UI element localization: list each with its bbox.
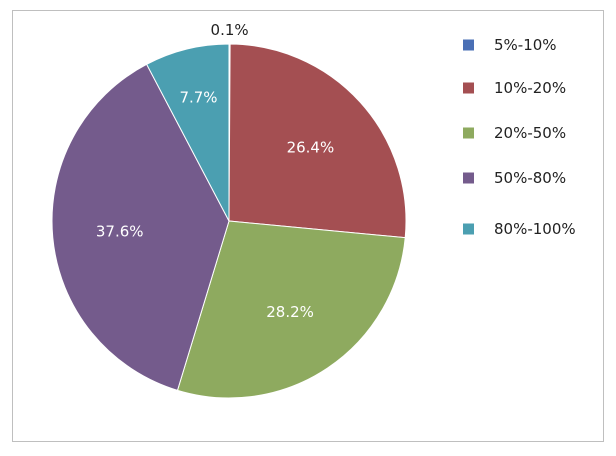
- data-label-20pct-50pct: 28.2%: [266, 303, 314, 321]
- data-label-50pct-80pct: 37.6%: [96, 222, 144, 240]
- legend: 5%-10% 10%-20% 20%-50% 50%-80% 80%-100%: [463, 36, 576, 238]
- data-label-10pct-20pct: 26.4%: [287, 138, 335, 156]
- pie-slice-50pct-80pct: [51, 63, 230, 391]
- legend-label-80pct-100pct: 80%-100%: [494, 220, 576, 238]
- legend-label-50pct-80pct: 50%-80%: [494, 169, 566, 187]
- legend-swatch-5pct-10pct: [463, 39, 474, 51]
- legend-label-5pct-10pct: 5%-10%: [494, 36, 557, 54]
- legend-swatch-80pct-100pct: [463, 223, 474, 235]
- data-label-5pct-10pct: 0.1%: [211, 21, 249, 39]
- legend-label-20pct-50pct: 20%-50%: [494, 124, 566, 142]
- pie-slices: [51, 43, 407, 399]
- legend-swatch-20pct-50pct: [463, 127, 474, 139]
- pie-labels: 0.1% 26.4% 28.2% 37.6% 7.7%: [96, 21, 334, 321]
- pie-slice-80pct-100pct: [145, 43, 230, 222]
- legend-swatch-10pct-20pct: [463, 82, 474, 94]
- pie-slice-20pct-50pct: [176, 220, 406, 399]
- pie-slice-10pct-20pct: [228, 43, 407, 239]
- data-label-80pct-100pct: 7.7%: [179, 88, 217, 106]
- legend-label-10pct-20pct: 10%-20%: [494, 79, 566, 97]
- legend-swatch-50pct-80pct: [463, 172, 474, 184]
